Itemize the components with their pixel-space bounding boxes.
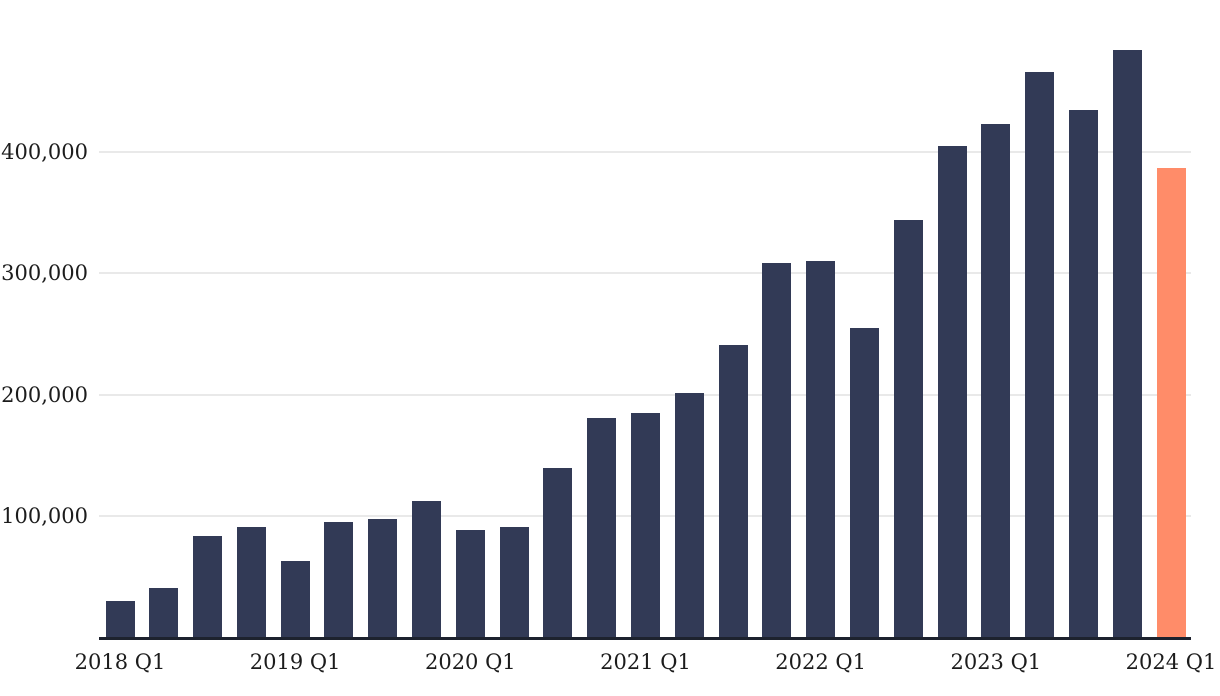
x-axis-tick-label: 2022 Q1 xyxy=(775,650,866,674)
bar-2022-q4 xyxy=(937,145,967,637)
x-axis-tick-label: 2019 Q1 xyxy=(249,650,341,674)
bar-2024-q1 xyxy=(1156,168,1186,637)
bar-2018-q3 xyxy=(193,535,223,637)
bar-2021-q2 xyxy=(674,393,704,637)
bar-2021-q1 xyxy=(631,413,660,637)
bar-2020-q2 xyxy=(499,527,529,637)
x-axis-tick-label: 2021 Q1 xyxy=(600,650,691,674)
bar-2019-q2 xyxy=(324,521,354,637)
gridline-200,000 xyxy=(99,393,1191,396)
bar-2020-q3 xyxy=(543,468,573,637)
bar-2022-q2 xyxy=(849,328,879,637)
bar-2023-q3 xyxy=(1068,109,1098,637)
bar-2020-q4 xyxy=(587,418,617,637)
x-axis-tick-label: 2018 Q1 xyxy=(74,650,166,674)
bar-2021-q3 xyxy=(718,344,748,637)
bar-2018-q1 xyxy=(105,600,135,637)
bar-2018-q2 xyxy=(149,587,179,637)
bar-2019-q4 xyxy=(412,501,442,637)
bar-2023-q1 xyxy=(981,124,1011,637)
y-axis-tick-label: 200,000 xyxy=(1,382,88,407)
y-axis-tick-label: 400,000 xyxy=(1,140,88,165)
bar-2022-q3 xyxy=(893,220,923,637)
gridline-400,000 xyxy=(99,151,1191,154)
x-axis-tick-label: 2023 Q1 xyxy=(950,650,1042,674)
x-axis-line xyxy=(99,637,1191,640)
bar-2019-q1 xyxy=(280,560,310,637)
y-axis-tick-label: 100,000 xyxy=(1,503,88,528)
bar-2023-q2 xyxy=(1025,72,1055,637)
bar-2018-q4 xyxy=(236,527,266,637)
gridline-300,000 xyxy=(99,272,1191,275)
x-axis-tick-label: 2020 Q1 xyxy=(424,650,516,674)
bar-2023-q4 xyxy=(1112,49,1142,637)
bar-2019-q3 xyxy=(368,519,398,637)
bar-2022-q1 xyxy=(806,261,836,637)
x-axis-tick-label: 2024 Q1 xyxy=(1125,650,1217,674)
bar-2020-q1 xyxy=(455,529,485,637)
y-axis-tick-label: 300,000 xyxy=(1,261,88,286)
bar-2021-q4 xyxy=(762,262,792,637)
